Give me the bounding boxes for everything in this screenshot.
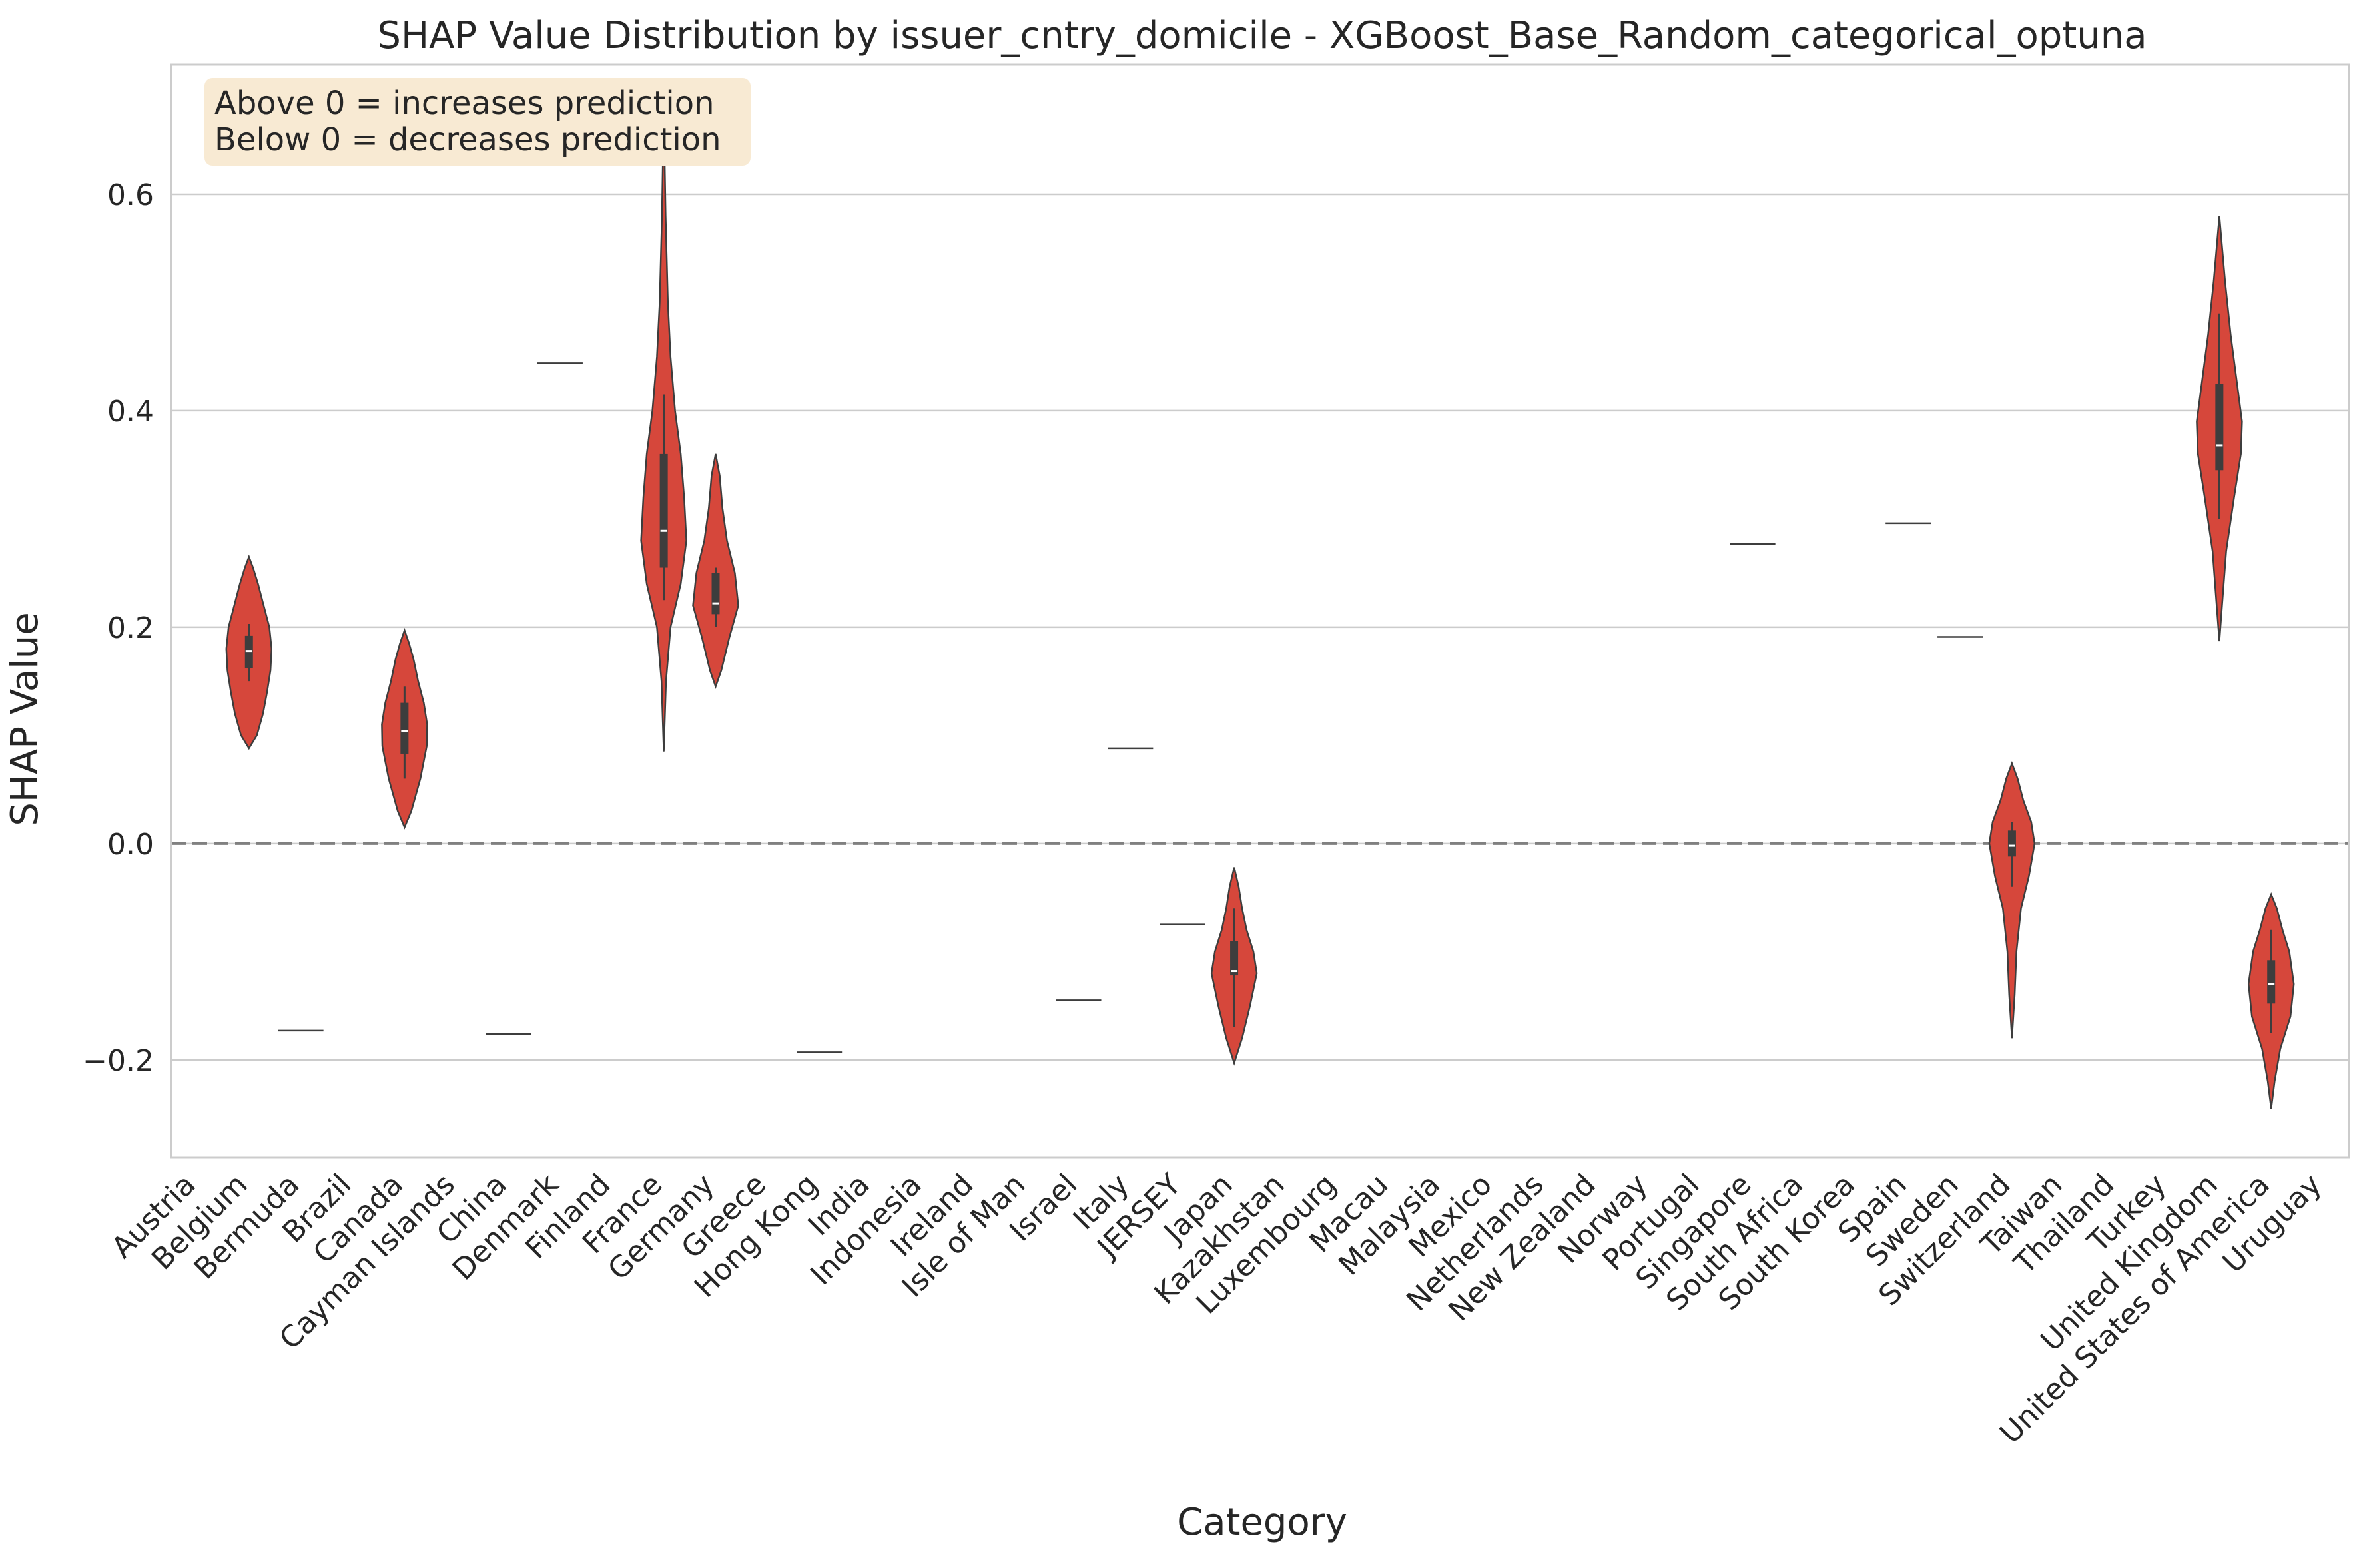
grid-layer <box>171 193 2349 1061</box>
annotation-box: Above 0 = increases prediction Below 0 =… <box>204 78 751 166</box>
violin-united-states-of-america <box>2247 892 2295 1109</box>
violin-iqr-box <box>244 635 253 668</box>
violin-belgium <box>225 554 273 750</box>
y-tick-label: 0.4 <box>107 395 154 429</box>
x-axis-label: Category <box>1177 1501 1347 1544</box>
annotation-line-2: Below 0 = decreases prediction <box>214 121 721 158</box>
violin-iqr-box <box>400 702 409 754</box>
y-axis-label: SHAP Value <box>3 612 47 826</box>
chart-title: SHAP Value Distribution by issuer_cntry_… <box>377 14 2147 57</box>
violin-iqr-box <box>2215 384 2224 471</box>
violin-iqr-box <box>1230 941 1239 976</box>
violin-canada <box>381 627 428 830</box>
y-tick-label: 0.6 <box>107 178 154 212</box>
plot-border <box>170 63 2350 1159</box>
violin-japan <box>1210 867 1258 1066</box>
plot-frame <box>170 63 2350 1159</box>
y-tick-label: 0.2 <box>107 611 154 645</box>
violin-iqr-box <box>2267 960 2276 1004</box>
violin-body <box>1988 761 2036 1039</box>
violin-united-kingdom <box>2196 216 2243 642</box>
y-tick-label: −0.2 <box>83 1044 154 1078</box>
violin-iqr-box <box>2007 830 2016 857</box>
annotation-background <box>204 78 751 166</box>
violin-iqr-box <box>659 453 668 568</box>
violin-germany <box>692 453 739 689</box>
y-tick-label: 0.0 <box>107 828 154 862</box>
violin-iqr-box <box>711 573 720 615</box>
violin-switzerland <box>1988 761 2036 1039</box>
annotation-line-1: Above 0 = increases prediction <box>214 85 715 122</box>
violin-layer <box>225 107 2295 1109</box>
